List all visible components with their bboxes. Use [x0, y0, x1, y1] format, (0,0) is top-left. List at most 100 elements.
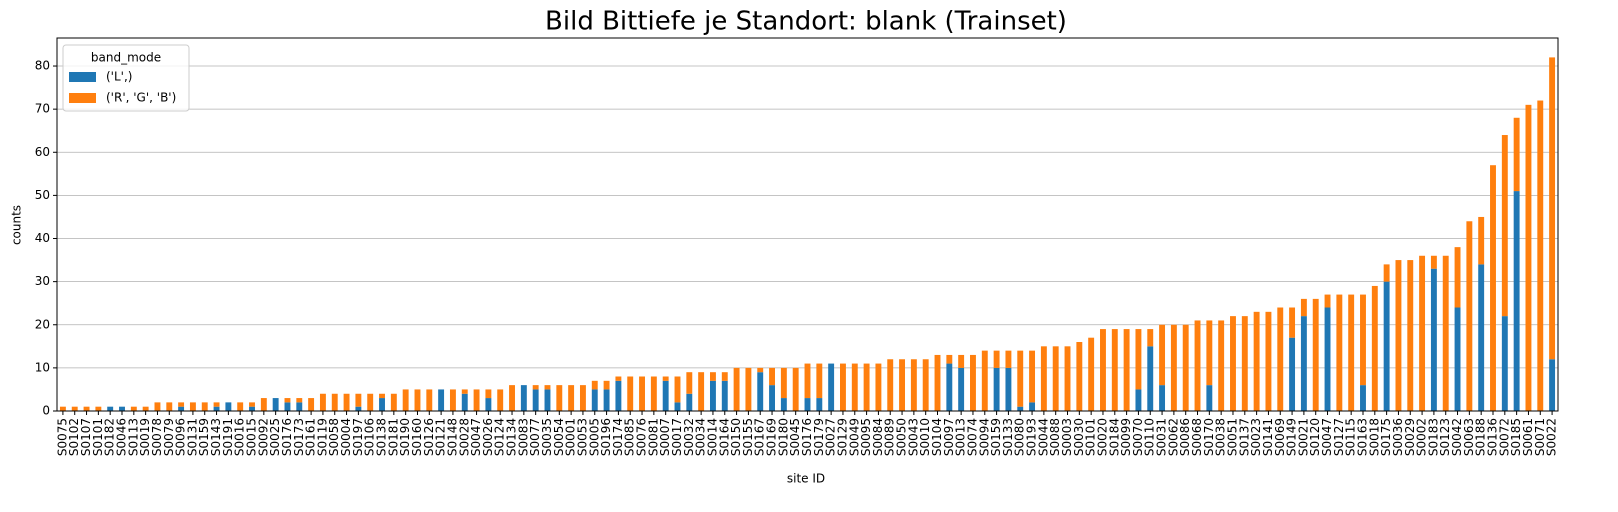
bar-segment — [1442, 255, 1449, 411]
bar-segment — [816, 363, 823, 399]
bar-segment — [851, 363, 858, 411]
bar-segment — [296, 402, 303, 411]
bar-segment — [438, 389, 445, 411]
x-tick-label: S0159 — [989, 418, 1003, 456]
x-tick-label: S0045 — [788, 418, 802, 456]
legend-title: band_mode — [91, 51, 161, 65]
bar-segment — [1466, 221, 1473, 411]
bar-segment — [1501, 135, 1508, 317]
bar-segment — [662, 380, 669, 411]
bar-segment — [1017, 350, 1024, 407]
bar-segment — [178, 402, 185, 407]
legend-label: ('R', 'G', 'B') — [106, 91, 176, 105]
x-tick-label: S0030 — [1072, 418, 1086, 456]
bar-segment — [544, 389, 551, 411]
x-tick-label: S0169 — [765, 418, 779, 456]
x-tick-label: S0176 — [280, 418, 294, 456]
bar-segment — [568, 385, 575, 411]
bar-segment — [1549, 359, 1556, 411]
x-tick-label: S0197 — [351, 418, 365, 456]
x-tick-label: S0026 — [481, 418, 495, 456]
x-tick-label: S0101 — [1084, 418, 1098, 456]
x-tick-label: S0181 — [386, 418, 400, 456]
bar-segment — [934, 354, 941, 411]
bar-segment — [1478, 264, 1485, 411]
x-tick-label: S0016 — [233, 418, 247, 456]
x-tick-label: S0167 — [753, 418, 767, 456]
bar-segment — [166, 402, 173, 411]
bar-segment — [142, 406, 149, 411]
bar-segment — [828, 363, 835, 411]
x-tick-label: S0025 — [268, 418, 282, 456]
bar-segment — [272, 398, 279, 411]
x-tick-label: S0089 — [883, 418, 897, 456]
x-tick-label: S0123 — [1438, 418, 1452, 456]
bar-segment — [1159, 324, 1166, 386]
x-tick-label: S0176 — [800, 418, 814, 456]
x-tick-label: S0015 — [245, 418, 259, 456]
legend-swatch — [69, 72, 96, 82]
x-tick-label: S0038 — [1214, 418, 1228, 456]
x-tick-label: S0053 — [575, 418, 589, 456]
y-tick-label: 50 — [35, 188, 50, 202]
bar-segment — [1005, 367, 1012, 411]
bar-segment — [1336, 294, 1343, 411]
y-axis-label: counts — [10, 205, 24, 245]
bar-segment — [875, 363, 882, 411]
x-tick-label: S0159 — [197, 418, 211, 456]
x-tick-label: S0036 — [1391, 418, 1405, 456]
x-tick-label: S0071 — [1533, 418, 1547, 456]
bar-segment — [461, 389, 468, 394]
x-tick-label: S0031 — [1155, 418, 1169, 456]
bar-segment — [520, 385, 527, 411]
bar-segment — [745, 367, 752, 411]
bar-segment — [1407, 260, 1414, 411]
x-tick-label: S0188 — [1474, 418, 1488, 456]
bar-segment — [1289, 307, 1296, 338]
bar-segment — [1501, 316, 1508, 411]
bar-segment — [1454, 247, 1461, 308]
bar-segment — [1383, 264, 1390, 282]
bar-segment — [650, 376, 657, 411]
bar-segment — [1076, 342, 1083, 411]
x-tick-label: S0086 — [1178, 418, 1192, 456]
x-tick-label: S0017 — [670, 418, 684, 456]
bar-segment — [840, 363, 846, 411]
bar-segment — [249, 402, 255, 407]
bar-segment — [1454, 307, 1461, 411]
bar-segment — [1206, 385, 1213, 411]
x-tick-label: S0077 — [528, 418, 542, 456]
bar-segment — [1525, 104, 1532, 412]
x-tick-label: S0138 — [375, 418, 389, 456]
bar-segment — [319, 393, 326, 411]
bar-segment — [1289, 337, 1296, 411]
x-tick-label: S0099 — [1119, 418, 1133, 456]
bar-segment — [1182, 324, 1189, 411]
bar-segment — [733, 367, 740, 411]
bar-segment — [662, 376, 669, 381]
bar-segment — [284, 402, 291, 411]
bar-segment — [260, 398, 267, 411]
bar-segment — [1537, 100, 1544, 412]
x-tick-label: S0035 — [540, 418, 554, 456]
x-tick-label: S0063 — [1462, 418, 1476, 456]
x-tick-label: S0136 — [1485, 418, 1499, 456]
x-tick-label: S0069 — [1273, 418, 1287, 456]
x-tick-label: S0113 — [126, 418, 140, 456]
bar-segment — [237, 402, 244, 411]
x-tick-label: S0190 — [398, 418, 412, 456]
x-tick-label: S0044 — [1036, 418, 1050, 456]
x-tick-label: S0019 — [138, 418, 152, 456]
x-tick-label: S0119 — [315, 418, 329, 456]
bar-segment — [154, 402, 161, 411]
x-tick-label: S0007 — [658, 418, 672, 456]
bar-segment — [780, 367, 787, 399]
x-tick-label: S0160 — [410, 418, 424, 456]
x-tick-label: S0161 — [304, 418, 318, 456]
x-tick-label: S0170 — [1202, 418, 1216, 456]
x-tick-label: S0185 — [1509, 418, 1523, 456]
x-tick-label: S0193 — [1025, 418, 1039, 456]
bar-segment — [579, 385, 586, 411]
bar-segment — [993, 350, 1000, 368]
